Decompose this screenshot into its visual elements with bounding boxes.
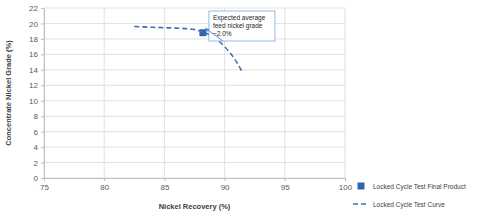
grid-line bbox=[164, 8, 165, 178]
tick: 100 bbox=[339, 178, 353, 192]
grid-line bbox=[44, 147, 345, 148]
tick-label: 22 bbox=[29, 4, 38, 13]
axis-line bbox=[45, 179, 346, 182]
tick-label: 95 bbox=[281, 183, 290, 192]
grid-line bbox=[44, 85, 345, 86]
tick: 6 bbox=[34, 128, 44, 137]
tick-mark bbox=[41, 116, 44, 117]
tick: 85 bbox=[160, 178, 169, 192]
chart: 75 80 85 90 95 100 0 2 4 6 8 10 12 14 16 18 20 22 Expected… bbox=[0, 0, 480, 223]
y-axis: 0 2 4 6 8 10 12 14 16 18 20 22 bbox=[29, 4, 44, 183]
tick-label: 4 bbox=[34, 143, 39, 152]
tick: 14 bbox=[29, 66, 44, 75]
tick-mark bbox=[41, 85, 44, 86]
annotation-box bbox=[209, 11, 275, 41]
tick-label: 12 bbox=[29, 81, 38, 90]
tick-label: 14 bbox=[29, 66, 38, 75]
tick: 80 bbox=[100, 178, 109, 192]
grid-line bbox=[44, 23, 345, 24]
tick-mark bbox=[164, 178, 165, 181]
tick: 8 bbox=[34, 112, 44, 121]
tick-mark bbox=[41, 178, 44, 179]
tick-mark bbox=[41, 147, 44, 148]
grid-line bbox=[44, 162, 345, 163]
grid-line bbox=[44, 131, 345, 132]
tick-mark bbox=[285, 178, 286, 181]
tick: 16 bbox=[29, 50, 44, 59]
axis-line bbox=[41, 9, 45, 179]
tick: 18 bbox=[29, 35, 44, 44]
tick-label: 100 bbox=[339, 183, 353, 192]
tick: 95 bbox=[281, 178, 290, 192]
grid-line bbox=[345, 8, 346, 178]
tick-label: 75 bbox=[40, 183, 49, 192]
tick: 75 bbox=[40, 178, 49, 192]
grid-line bbox=[44, 38, 345, 39]
tick-mark bbox=[41, 132, 44, 133]
tick-label: 18 bbox=[29, 35, 38, 44]
tick-label: 20 bbox=[29, 20, 38, 29]
tick: 4 bbox=[34, 143, 44, 152]
tick-label: 85 bbox=[160, 183, 169, 192]
grid bbox=[44, 8, 345, 178]
annotation-arrowhead bbox=[205, 28, 209, 32]
tick-label: 10 bbox=[29, 97, 38, 106]
annotation-text: feed nickel grade bbox=[213, 22, 263, 30]
tick-mark bbox=[41, 8, 44, 9]
legend-symbol bbox=[358, 183, 365, 190]
grid-line bbox=[44, 116, 345, 117]
plot: 75 80 85 90 95 100 0 2 4 6 8 10 12 14 16 18 20 22 Expected… bbox=[29, 4, 353, 192]
tick: 0 bbox=[34, 174, 44, 183]
marks bbox=[134, 27, 242, 73]
tick-mark bbox=[41, 101, 44, 102]
tick-mark bbox=[345, 178, 346, 181]
y-axis-title: Concentrate Nickel Grade (%) bbox=[4, 40, 13, 146]
tick-mark bbox=[104, 178, 105, 181]
tick-mark bbox=[41, 70, 44, 71]
tick-label: 8 bbox=[34, 112, 39, 121]
tick-mark bbox=[41, 54, 44, 55]
tick-label: 90 bbox=[221, 183, 230, 192]
tick: 90 bbox=[221, 178, 230, 192]
tick-label: 16 bbox=[29, 50, 38, 59]
annotation: Expected averagefeed nickel grade~2.0% bbox=[205, 11, 274, 41]
legend-label: Locked Cycle Test Final Product bbox=[373, 183, 466, 191]
tick: 20 bbox=[29, 20, 44, 29]
grid-line bbox=[44, 69, 345, 70]
tick-mark bbox=[41, 39, 44, 40]
tick-label: 6 bbox=[34, 128, 39, 137]
tick: 2 bbox=[34, 159, 44, 168]
tick-mark bbox=[225, 178, 226, 181]
grid-line bbox=[44, 8, 345, 9]
curve-line bbox=[134, 27, 242, 73]
x-axis-title: Nickel Recovery (%) bbox=[159, 202, 231, 211]
x-axis: 75 80 85 90 95 100 bbox=[40, 178, 353, 192]
tick-label: 2 bbox=[34, 159, 39, 168]
grid-line bbox=[104, 8, 105, 178]
tick-mark bbox=[41, 23, 44, 24]
annotation-text: Expected average bbox=[213, 14, 266, 22]
tick-label: 0 bbox=[34, 174, 39, 183]
tick: 10 bbox=[29, 97, 44, 106]
grid-line bbox=[44, 100, 345, 101]
grid-line bbox=[44, 54, 345, 55]
tick-mark bbox=[41, 163, 44, 164]
tick: 22 bbox=[29, 4, 44, 13]
tick: 12 bbox=[29, 81, 44, 90]
tick-label: 80 bbox=[100, 183, 109, 192]
annotation-arrow bbox=[205, 28, 223, 41]
grid-line bbox=[284, 8, 285, 178]
legend-symbol bbox=[353, 203, 369, 205]
legend: Locked Cycle Test Final Product Locked Cy… bbox=[353, 183, 466, 209]
legend-label: Locked Cycle Test Curve bbox=[373, 201, 445, 209]
